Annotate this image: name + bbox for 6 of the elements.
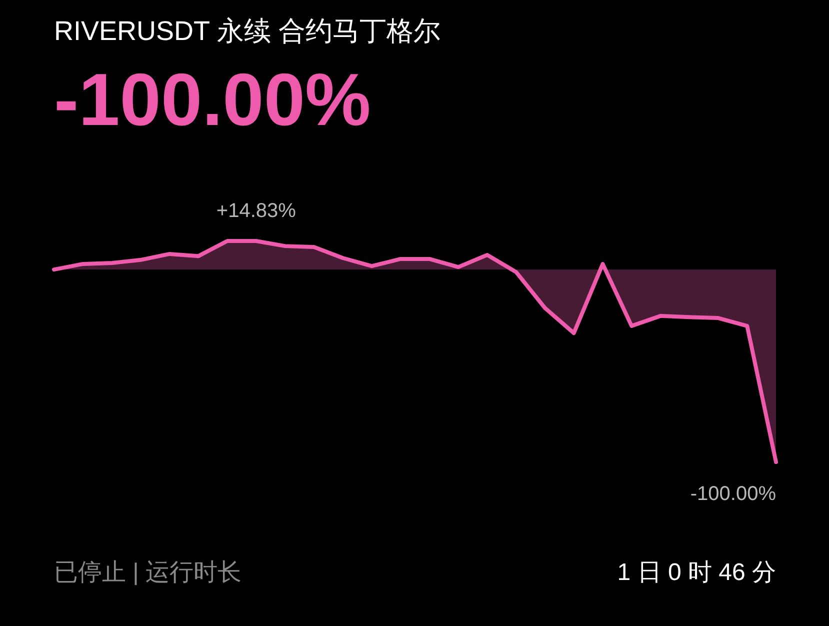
- chart-subtitle: -100.00%: [54, 58, 371, 141]
- data-label: +14.83%: [216, 200, 296, 222]
- text: 1 日 0 时 46 分: [617, 559, 776, 586]
- text: 已停止 | 运行时长: [54, 559, 242, 586]
- chart-title: RIVERUSDT 永续 合约马丁格尔: [54, 16, 441, 46]
- data-label: -100.00%: [690, 483, 776, 505]
